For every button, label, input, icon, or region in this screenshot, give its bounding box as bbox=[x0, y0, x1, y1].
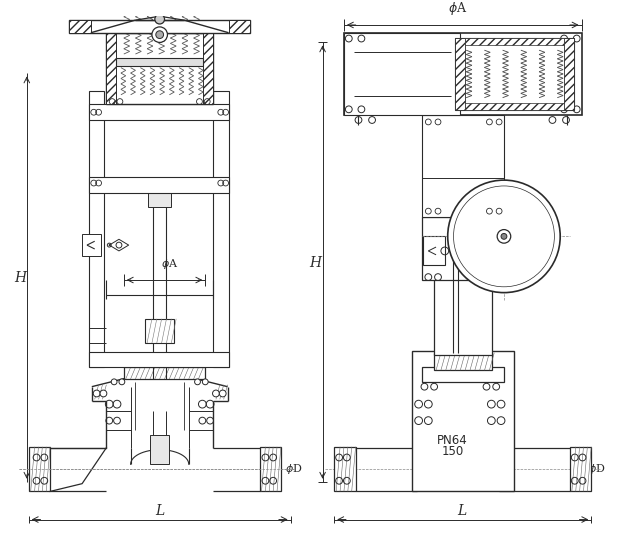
Bar bbox=[116, 58, 203, 66]
Bar bbox=[148, 188, 171, 207]
Bar bbox=[229, 20, 250, 33]
Bar bbox=[89, 105, 229, 120]
Bar bbox=[465, 38, 564, 45]
Bar bbox=[423, 236, 445, 265]
Bar bbox=[29, 447, 50, 491]
Bar bbox=[434, 353, 492, 370]
Circle shape bbox=[156, 31, 164, 39]
Bar bbox=[82, 235, 102, 256]
Circle shape bbox=[119, 379, 125, 384]
Bar bbox=[412, 351, 513, 491]
Bar bbox=[150, 435, 169, 465]
Circle shape bbox=[501, 234, 507, 240]
Bar bbox=[69, 20, 250, 33]
Bar bbox=[213, 91, 229, 367]
Bar bbox=[334, 447, 356, 491]
Bar bbox=[344, 33, 582, 115]
Text: $\phi$A: $\phi$A bbox=[161, 257, 178, 271]
Bar bbox=[89, 91, 104, 367]
Bar bbox=[570, 447, 591, 491]
Text: $\phi$D: $\phi$D bbox=[588, 462, 606, 476]
Bar bbox=[203, 33, 213, 105]
Text: $\phi$A: $\phi$A bbox=[448, 0, 467, 17]
Circle shape bbox=[213, 390, 219, 397]
Bar bbox=[564, 38, 574, 110]
Bar bbox=[145, 319, 174, 343]
Circle shape bbox=[195, 379, 200, 384]
Circle shape bbox=[202, 379, 208, 384]
Bar bbox=[456, 38, 465, 110]
Bar bbox=[434, 277, 492, 354]
Bar bbox=[422, 217, 504, 280]
Bar bbox=[465, 103, 564, 110]
Circle shape bbox=[100, 390, 107, 397]
Bar bbox=[260, 447, 281, 491]
Text: L: L bbox=[458, 504, 467, 518]
Bar bbox=[422, 367, 504, 382]
Text: H: H bbox=[14, 271, 26, 285]
Bar bbox=[422, 115, 504, 217]
Text: $\phi$D: $\phi$D bbox=[285, 462, 303, 476]
Circle shape bbox=[497, 230, 511, 243]
Bar bbox=[69, 20, 91, 33]
Bar bbox=[344, 33, 460, 115]
Bar bbox=[456, 38, 574, 110]
Bar bbox=[107, 33, 116, 105]
Bar bbox=[89, 352, 229, 367]
Bar bbox=[89, 177, 229, 193]
Circle shape bbox=[219, 390, 226, 397]
Circle shape bbox=[448, 180, 560, 293]
Text: L: L bbox=[155, 504, 164, 518]
Text: H: H bbox=[309, 256, 321, 270]
Text: 150: 150 bbox=[441, 445, 464, 458]
Circle shape bbox=[111, 379, 117, 384]
Bar bbox=[151, 178, 169, 188]
Circle shape bbox=[152, 27, 167, 42]
Bar bbox=[124, 367, 205, 379]
Bar bbox=[107, 33, 213, 105]
Text: PN64: PN64 bbox=[437, 433, 468, 447]
Circle shape bbox=[93, 390, 100, 397]
Circle shape bbox=[155, 14, 164, 24]
